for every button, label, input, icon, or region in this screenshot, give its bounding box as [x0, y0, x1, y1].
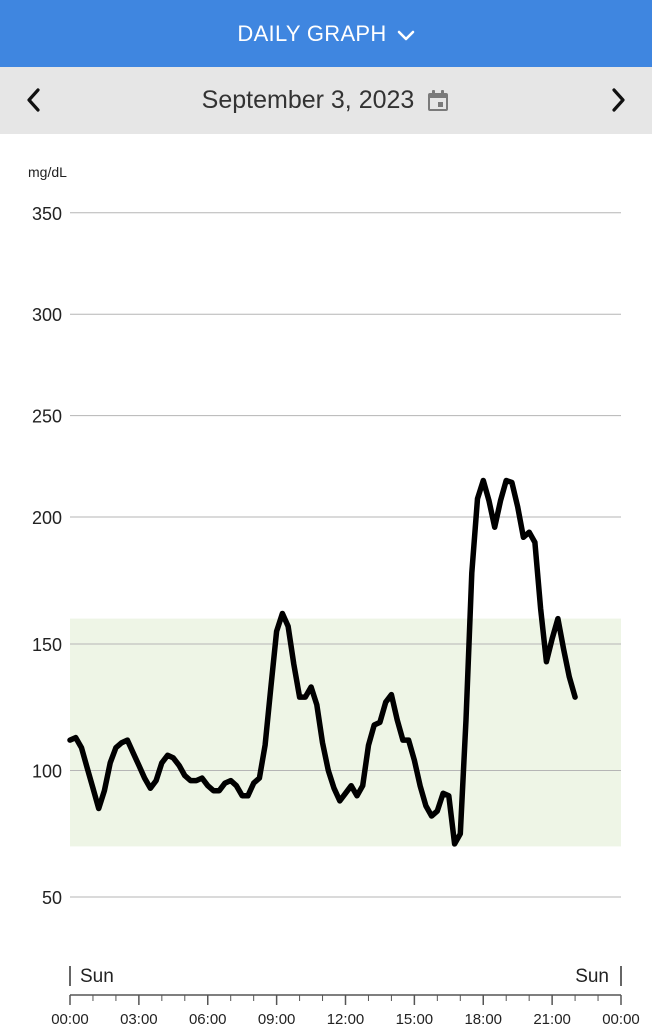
x-tick-label-8: 00:00	[602, 1011, 640, 1024]
y-tick-label-50: 50	[42, 888, 62, 908]
date-bar: September 3, 2023	[0, 67, 652, 134]
x-tick-label-2: 06:00	[189, 1011, 227, 1024]
y-tick-label-150: 150	[32, 635, 62, 655]
calendar-icon[interactable]	[426, 89, 450, 113]
glucose-line	[67, 477, 578, 847]
x-tick-label-5: 15:00	[396, 1011, 434, 1024]
x-tick-label-6: 18:00	[464, 1011, 502, 1024]
x-tick-label-1: 03:00	[120, 1011, 158, 1024]
end-day-label: Sun	[575, 966, 609, 987]
y-tick-label-350: 350	[32, 204, 62, 224]
start-day-label: Sun	[80, 966, 114, 987]
header-title[interactable]: DAILY GRAPH	[237, 20, 387, 46]
current-date: September 3, 2023	[201, 86, 415, 114]
y-tick-label-200: 200	[32, 508, 62, 528]
x-tick-label-4: 12:00	[327, 1011, 365, 1024]
glucose-chart: mg/dL 50 100 150 200 250 300 350 00:00 03:00 06:…	[28, 164, 640, 1024]
target-range-band	[70, 618, 621, 847]
prev-day-button[interactable]	[20, 86, 48, 114]
x-tick-label-7: 21:00	[533, 1011, 571, 1024]
y-tick-label-100: 100	[32, 762, 62, 782]
x-tick-label-3: 09:00	[258, 1011, 296, 1024]
chevron-right-icon	[612, 88, 625, 112]
chevron-left-icon	[27, 88, 40, 112]
y-axis-unit: mg/dL	[28, 164, 67, 180]
top-header[interactable]: DAILY GRAPH	[0, 0, 652, 67]
chevron-down-icon[interactable]	[397, 25, 415, 43]
y-tick-label-250: 250	[32, 407, 62, 427]
y-tick-label-300: 300	[32, 305, 62, 325]
next-day-button[interactable]	[604, 86, 632, 114]
x-tick-label-0: 00:00	[51, 1011, 89, 1024]
